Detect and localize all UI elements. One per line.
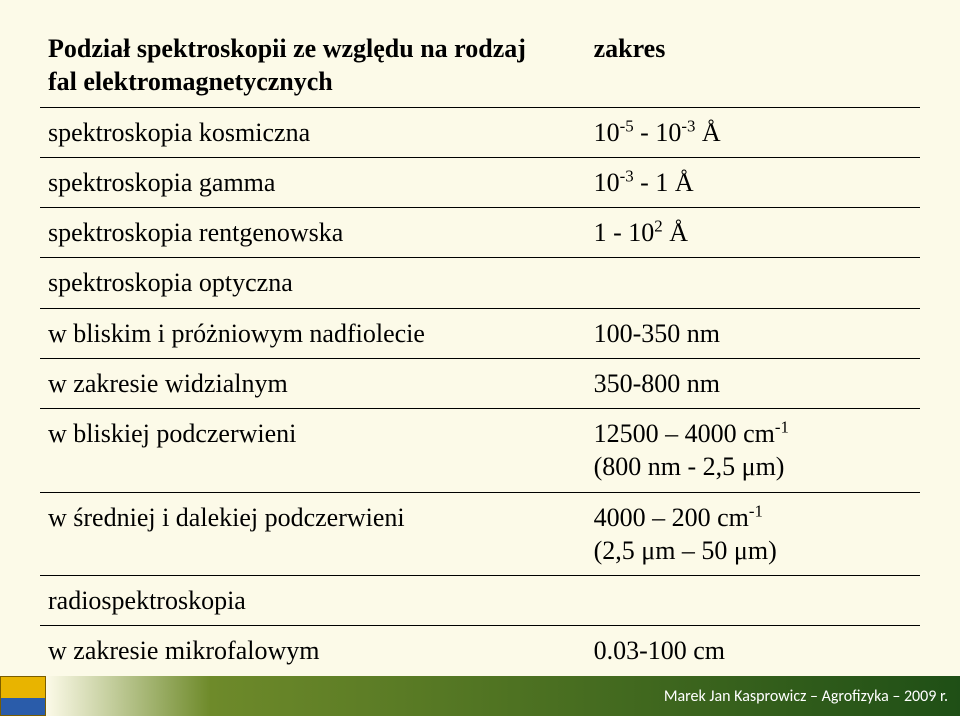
table-row: w zakresie widzialnym 350-800 nm: [40, 358, 920, 408]
table-header-row: Podział spektroskopii ze względu na rodz…: [40, 24, 920, 107]
table-row: spektroskopia gamma 10-3 - 1 Å: [40, 157, 920, 207]
table-row: w średniej i dalekiej podczerwieni 4000 …: [40, 492, 920, 576]
table-row: spektroskopia optyczna: [40, 258, 920, 308]
spectroscopy-table: Podział spektroskopii ze względu na rodz…: [40, 24, 920, 716]
row-value: [586, 576, 920, 626]
row-value: 350-800 nm: [586, 358, 920, 408]
table-row: spektroskopia kosmiczna 10-5 - 10-3 Å: [40, 107, 920, 157]
table-row: spektroskopia rentgenowska 1 - 102 Å: [40, 208, 920, 258]
crest-icon: [0, 676, 46, 716]
footer-bar: Marek Jan Kasprowicz – Agrofizyka – 2009…: [46, 676, 960, 716]
table-row: radiospektroskopia: [40, 576, 920, 626]
table-row: w zakresie mikrofalowym 0.03-100 cm: [40, 626, 920, 676]
row-label: spektroskopia rentgenowska: [40, 208, 586, 258]
slide-page: Podział spektroskopii ze względu na rodz…: [0, 0, 960, 716]
row-value: [586, 258, 920, 308]
row-label: w bliskim i próżniowym nadfiolecie: [40, 308, 586, 358]
row-value: 12500 – 4000 cm-1(800 nm - 2,5 μm): [586, 409, 920, 493]
footer-text: Marek Jan Kasprowicz – Agrofizyka – 2009…: [664, 687, 948, 706]
row-value: 0.03-100 cm: [586, 626, 920, 676]
row-label: w zakresie widzialnym: [40, 358, 586, 408]
row-label: radiospektroskopia: [40, 576, 586, 626]
row-value: 1 - 102 Å: [586, 208, 920, 258]
row-label: w zakresie mikrofalowym: [40, 626, 586, 676]
row-label: spektroskopia kosmiczna: [40, 107, 586, 157]
row-value: 100-350 nm: [586, 308, 920, 358]
table-row: w bliskiej podczerwieni 12500 – 4000 cm-…: [40, 409, 920, 493]
row-label: w bliskiej podczerwieni: [40, 409, 586, 493]
row-label: w średniej i dalekiej podczerwieni: [40, 492, 586, 576]
row-value: 4000 – 200 cm-1(2,5 μm – 50 μm): [586, 492, 920, 576]
row-label: spektroskopia gamma: [40, 157, 586, 207]
footer: Marek Jan Kasprowicz – Agrofizyka – 2009…: [0, 676, 960, 716]
title-line-1: Podział spektroskopii ze względu na rodz…: [48, 34, 526, 63]
row-value: 10-5 - 10-3 Å: [586, 107, 920, 157]
title-line-2: fal elektromagnetycznych: [48, 67, 333, 96]
table-header-range: zakres: [586, 24, 920, 107]
table-header-title: Podział spektroskopii ze względu na rodz…: [40, 24, 586, 107]
table-row: w bliskim i próżniowym nadfiolecie 100-3…: [40, 308, 920, 358]
row-value: 10-3 - 1 Å: [586, 157, 920, 207]
row-label: spektroskopia optyczna: [40, 258, 586, 308]
